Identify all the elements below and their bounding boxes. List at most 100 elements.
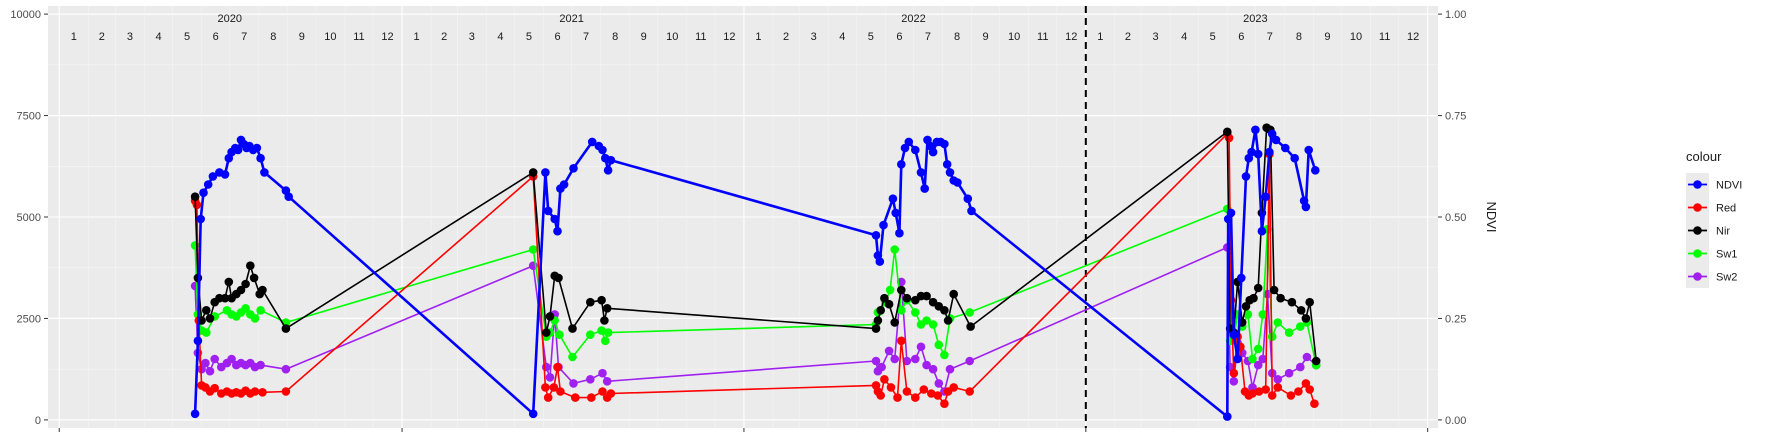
- data-point-sw2: [1229, 377, 1239, 386]
- month-label: 1: [755, 31, 761, 43]
- data-point-sw2: [928, 364, 938, 374]
- data-point-nir: [542, 328, 551, 337]
- month-label: 8: [612, 31, 618, 43]
- y-left-tick-label: 2500: [17, 313, 41, 325]
- data-point-sw2: [884, 346, 894, 356]
- data-point-red: [897, 336, 906, 346]
- data-point-nir: [554, 273, 563, 283]
- month-label: 9: [1324, 31, 1330, 43]
- data-point-nir: [1253, 283, 1263, 293]
- data-point-nir: [597, 295, 606, 305]
- y-right-tick-label: 0.00: [1445, 415, 1466, 427]
- data-point-sw2: [965, 356, 974, 366]
- data-point-red: [543, 393, 553, 402]
- data-point-nir: [258, 285, 267, 295]
- month-label: 2: [441, 31, 447, 43]
- data-point-red: [250, 387, 260, 396]
- data-point-nir: [1276, 293, 1285, 303]
- data-point-ndvi: [587, 137, 597, 147]
- y-right-tick-label: 0.75: [1445, 111, 1466, 123]
- data-point-sw1: [1296, 322, 1305, 331]
- data-point-red: [911, 393, 920, 402]
- y-right-tick-label: 1.00: [1445, 9, 1466, 21]
- data-point-red: [1248, 389, 1257, 398]
- month-label: 4: [1181, 31, 1187, 43]
- month-label: 9: [299, 31, 305, 43]
- month-labels: 1 2 3 4 5 6 7 8 9 10 11 12 1 2 3 4 5 6 7 8 9 10 11 12 1 2 3 4 5 6 7 8 9 1…: [71, 31, 1420, 43]
- data-point-ndvi: [190, 409, 200, 419]
- data-point-ndvi: [220, 170, 230, 179]
- data-point-sw2: [1273, 375, 1283, 384]
- data-point-sw2: [205, 366, 215, 376]
- data-point-ndvi: [284, 192, 294, 201]
- data-point-red: [553, 362, 562, 372]
- series-ndvi: [190, 125, 1320, 421]
- data-point-ndvi: [1247, 147, 1256, 157]
- data-point-sw1: [1284, 328, 1294, 337]
- data-point-nir: [568, 324, 577, 333]
- month-label: 9: [641, 31, 647, 43]
- data-point-red: [933, 391, 943, 400]
- data-point-sw1: [603, 328, 613, 337]
- month-label: 10: [666, 31, 678, 43]
- data-point-sw1: [1248, 354, 1257, 364]
- y-axis-right: 0.00 0.25 0.50 0.75 1.00: [1438, 9, 1466, 427]
- data-point-nir: [943, 316, 953, 325]
- data-point-nir: [940, 306, 949, 315]
- data-point-ndvi: [541, 168, 550, 177]
- data-point-red: [886, 383, 896, 392]
- data-point-sw2: [922, 360, 931, 370]
- data-point-ndvi: [1257, 226, 1267, 236]
- data-point-ndvi: [606, 155, 616, 165]
- data-point-ndvi: [569, 164, 578, 173]
- data-point-ndvi: [963, 194, 973, 203]
- data-point-nir: [190, 192, 200, 201]
- data-point-red: [281, 387, 291, 396]
- month-label: 3: [127, 31, 133, 43]
- data-point-ndvi: [1241, 172, 1251, 181]
- data-point-ndvi: [1226, 208, 1236, 218]
- data-point-nir: [545, 312, 555, 321]
- data-point-sw2: [1253, 360, 1263, 370]
- data-point-ndvi: [203, 180, 213, 189]
- data-point-ndvi: [1223, 412, 1232, 421]
- data-point-sw1: [528, 245, 538, 254]
- data-point-sw2: [602, 377, 612, 386]
- data-point-ndvi: [193, 336, 203, 346]
- data-point-nir: [949, 289, 958, 299]
- data-point-ndvi: [904, 137, 914, 147]
- month-label: 1: [1097, 31, 1103, 43]
- data-point-sw1: [940, 350, 949, 360]
- month-label: 2: [783, 31, 789, 43]
- month-label: 10: [1350, 31, 1362, 43]
- data-point-sw2: [877, 362, 886, 372]
- month-label: 11: [1037, 31, 1048, 43]
- data-point-nir: [1296, 306, 1306, 315]
- data-point-nir: [236, 285, 246, 295]
- month-label: 2: [99, 31, 105, 43]
- data-point-nir: [1305, 297, 1314, 307]
- data-point-ndvi: [1311, 166, 1320, 175]
- data-point-sw2: [545, 373, 555, 382]
- data-point-nir: [249, 273, 259, 283]
- data-point-sw1: [1243, 310, 1253, 319]
- data-point-ndvi: [953, 178, 962, 187]
- data-point-nir: [1301, 314, 1311, 323]
- data-point-sw1: [586, 330, 595, 340]
- month-label: 1: [414, 31, 420, 43]
- y-left-tick-label: 7500: [17, 111, 41, 123]
- data-point-ndvi: [1301, 202, 1311, 212]
- month-label: 11: [353, 31, 364, 43]
- data-point-red: [876, 391, 885, 400]
- data-point-red: [258, 388, 267, 397]
- data-point-red: [598, 387, 607, 396]
- data-point-red: [1273, 383, 1283, 392]
- data-point-red: [927, 389, 936, 398]
- data-point-sw1: [250, 314, 260, 323]
- data-point-nir: [966, 322, 975, 331]
- legend-label: Nir: [1716, 226, 1730, 238]
- data-point-red: [556, 387, 565, 396]
- data-point-ndvi: [260, 168, 269, 177]
- year-label: 2020: [217, 13, 241, 25]
- data-point-ndvi: [1229, 330, 1239, 340]
